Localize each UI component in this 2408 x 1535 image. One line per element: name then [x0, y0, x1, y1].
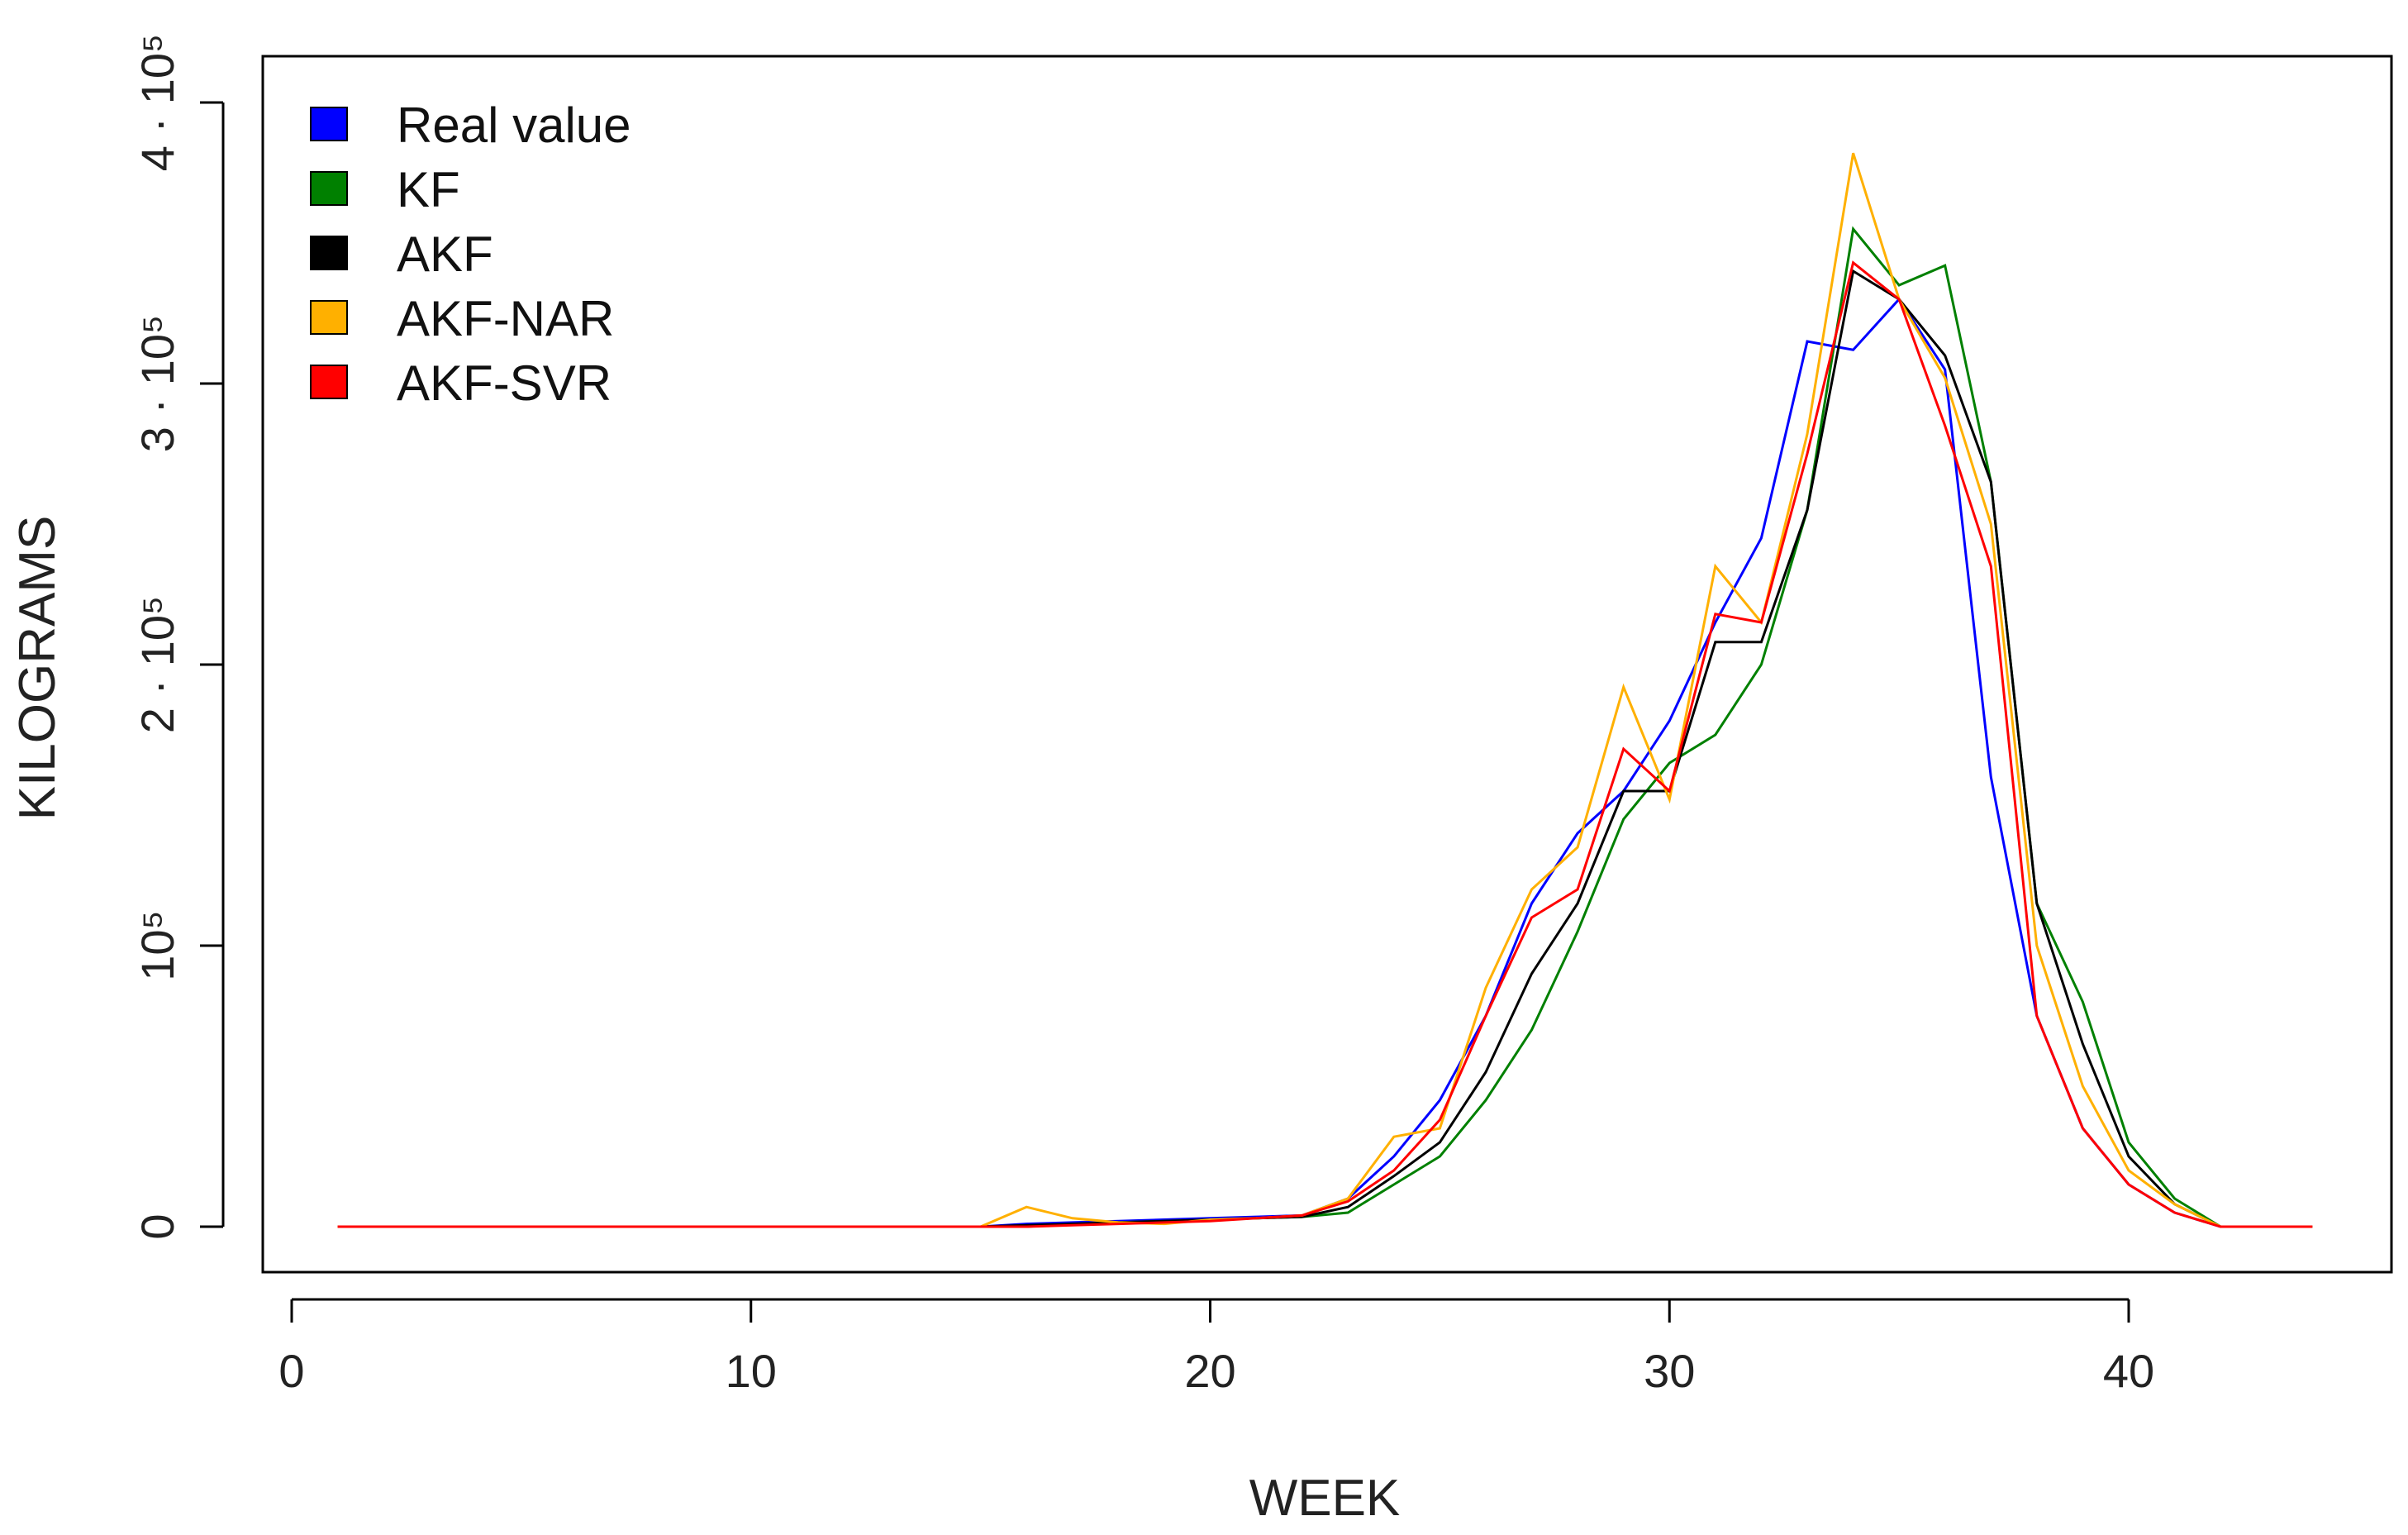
- y-tick-label: 10⁵: [131, 910, 183, 981]
- legend-swatch: [310, 236, 348, 270]
- legend-label: KF: [397, 162, 460, 217]
- x-axis-title: WEEK: [1249, 1470, 1401, 1527]
- x-tick-label: 40: [2103, 1345, 2154, 1397]
- legend-label: AKF-SVR: [397, 355, 612, 411]
- legend-label: AKF-NAR: [397, 291, 614, 346]
- legend-swatch: [310, 171, 348, 206]
- series-line-kf: [337, 226, 2313, 1228]
- legend-swatch: [310, 107, 348, 141]
- y-tick-label: 0: [131, 1213, 183, 1239]
- legend-label: Real value: [397, 98, 631, 153]
- legend: Real value KF AKF AKF-NAR AKF-SVR: [310, 98, 631, 411]
- y-axis-title: KILOGRAMS: [9, 516, 66, 821]
- series-line-akf-svr: [337, 260, 2313, 1228]
- x-tick-label: 10: [726, 1345, 777, 1397]
- x-tick-label: 30: [1644, 1345, 1695, 1397]
- x-tick-label: 20: [1184, 1345, 1235, 1397]
- x-tick-label: 0: [278, 1345, 304, 1397]
- y-axis: 0 10⁵ 2 · 10⁵ 3 · 10⁵ 4 · 10⁵: [131, 34, 225, 1240]
- y-tick-label: 2 · 10⁵: [131, 596, 183, 733]
- legend-swatch: [310, 365, 348, 399]
- legend-swatch: [310, 300, 348, 335]
- series-line-akf-nar: [337, 152, 2313, 1228]
- legend-label: AKF: [397, 226, 493, 282]
- y-tick-label: 3 · 10⁵: [131, 315, 183, 452]
- series-layer: [337, 152, 2313, 1228]
- plot-frame: [261, 55, 2393, 1274]
- y-tick-label: 4 · 10⁵: [131, 34, 183, 171]
- x-axis: 0 10 20 30 40: [278, 1298, 2154, 1397]
